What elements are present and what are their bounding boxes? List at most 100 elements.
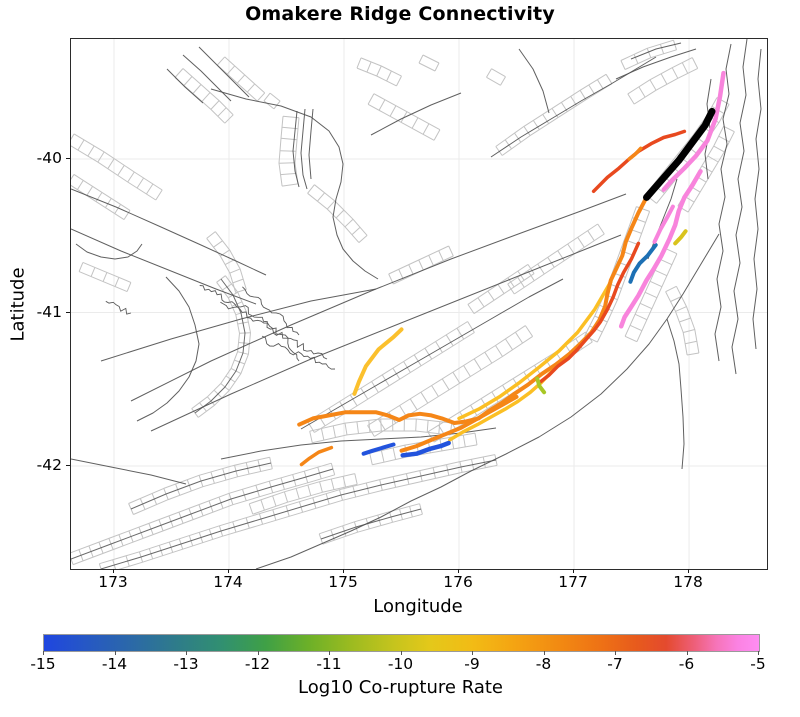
fault-trace	[518, 48, 550, 114]
y-tick-mark	[66, 158, 70, 160]
fault-mesh-rungs	[278, 115, 300, 187]
fault-trace	[666, 318, 685, 470]
fault-mesh-edge	[495, 73, 607, 147]
x-axis-label: Longitude	[373, 596, 463, 617]
colorbar-tick-label: -10	[387, 655, 414, 673]
fault-mesh-rungs	[620, 40, 677, 70]
y-tick-mark	[66, 465, 70, 466]
colorbar-tick-label: -15	[30, 655, 56, 673]
fault-mesh-rungs	[467, 264, 535, 314]
x-tick-mark	[573, 569, 575, 573]
rupture-pink-upper	[661, 70, 726, 192]
y-tick-label: -41	[36, 302, 62, 321]
rupture-pink-short	[652, 204, 675, 244]
x-tick-mark	[688, 569, 690, 573]
target-fault-omakere-ridge	[643, 107, 716, 201]
fault-mesh-rungs	[78, 262, 132, 292]
x-tick-label: 173	[98, 573, 128, 591]
colorbar	[43, 634, 760, 652]
fault-mesh-edge	[422, 54, 440, 64]
x-tick-label: 176	[443, 573, 473, 591]
fault-mesh-edge	[214, 231, 247, 290]
fault-mesh-edge	[128, 456, 270, 504]
fault-mesh-rungs	[367, 93, 441, 141]
fault-trace	[292, 110, 300, 188]
fault-mesh-edge	[372, 444, 478, 466]
rupture-orange-sw	[399, 394, 519, 453]
colorbar-tick-label: -14	[101, 655, 128, 673]
colorbar-label: Log10 Co-rupture Rate	[298, 677, 503, 698]
fault-mesh-edge	[269, 92, 281, 102]
fault-mesh-edge	[73, 133, 163, 191]
fault-mesh-rungs	[418, 54, 440, 72]
rupture-blue-sw-2	[400, 440, 451, 458]
colorbar-tick-label: -12	[244, 655, 271, 673]
fault-trace	[300, 108, 308, 190]
colorbar-tick-mark	[400, 651, 402, 655]
fault-mesh-edge	[224, 56, 266, 94]
coastline	[220, 301, 328, 360]
colorbar-tick-label: -13	[173, 655, 199, 673]
colorbar-tick-mark	[329, 651, 330, 655]
fault-trace	[75, 243, 143, 260]
fault-mesh-rungs	[67, 174, 131, 220]
fault-trace	[130, 193, 627, 402]
fault-mesh-rungs	[263, 92, 281, 110]
x-tick-label: 177	[558, 573, 588, 591]
coastline-layer	[105, 285, 336, 370]
x-tick-label: 175	[328, 573, 358, 591]
fault-mesh-rungs	[356, 57, 402, 87]
fault-mesh-rungs	[584, 206, 650, 343]
rupture-pink-long	[618, 169, 703, 329]
fault-trace	[70, 188, 267, 276]
x-tick-mark	[458, 569, 460, 573]
colorbar-tick-mark	[543, 651, 545, 655]
fault-trace	[210, 88, 379, 280]
fault-mesh-edge	[67, 143, 157, 201]
fault-mesh-spine	[320, 508, 422, 540]
fault-mesh-rungs	[627, 57, 699, 105]
colorbar-tick-label: -7	[607, 655, 623, 673]
fault-mesh-edge	[418, 62, 436, 72]
x-tick-mark	[343, 569, 345, 573]
fault-mesh-rungs	[68, 463, 336, 565]
fault-mesh-rungs	[486, 68, 506, 86]
fault-mesh-edge	[491, 68, 506, 78]
x-tick-label: 174	[213, 573, 243, 591]
rupture-amber-central	[457, 280, 613, 421]
colorbar-tick-label: -9	[464, 655, 480, 673]
fault-trace	[300, 278, 564, 430]
rupture-red-ne-orange-segment	[627, 146, 643, 161]
rupture-blue-ne	[628, 243, 658, 284]
fault-mesh-edge	[322, 513, 423, 545]
fault-trace	[150, 234, 622, 432]
colorbar-tick-label: -11	[316, 655, 342, 673]
colorbar-tick-mark	[43, 651, 44, 655]
x-tick-mark	[228, 569, 229, 573]
fault-mesh-rungs	[388, 245, 454, 285]
colorbar-tick-mark	[615, 651, 616, 655]
fault-mesh-edge	[263, 100, 275, 110]
fault-mesh-edge	[314, 332, 475, 433]
y-tick-label: -42	[36, 456, 62, 474]
fault-mesh-edge	[620, 39, 674, 61]
fault-mesh-edge	[367, 325, 526, 426]
fault-mesh-rungs	[216, 56, 266, 102]
rupture-orange-main	[297, 195, 649, 427]
x-tick-label: 178	[673, 573, 703, 591]
coastline	[261, 335, 336, 370]
fault-mesh-rungs	[507, 223, 605, 295]
fault-mesh-edge	[99, 454, 495, 565]
fault-mesh-edge	[216, 64, 258, 102]
fault-mesh-rungs	[174, 68, 234, 124]
colorbar-tick-mark	[257, 651, 259, 655]
colorbar-tick-label: -5	[750, 655, 766, 673]
fault-mesh-edge	[501, 83, 613, 156]
fault-trace	[198, 46, 250, 98]
fault-mesh-rungs	[307, 184, 368, 243]
fault-mesh-spine	[70, 468, 334, 560]
fault-mesh-edge	[307, 321, 468, 422]
fault-mesh-rungs	[427, 331, 593, 443]
fault-trace	[166, 68, 204, 104]
fault-trace	[136, 276, 200, 422]
